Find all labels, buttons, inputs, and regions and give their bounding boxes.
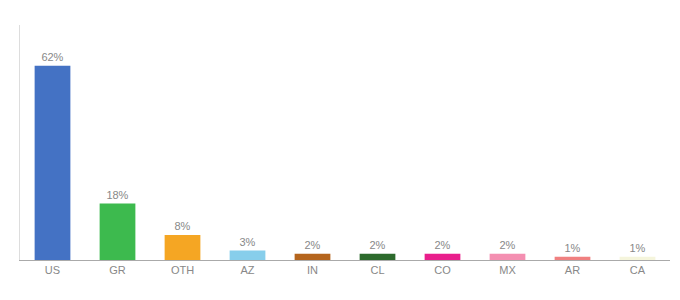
- svg-text:2%: 2%: [434, 239, 450, 251]
- svg-text:CO: CO: [434, 264, 451, 276]
- svg-text:62%: 62%: [41, 51, 63, 63]
- svg-text:AZ: AZ: [240, 264, 254, 276]
- svg-text:1%: 1%: [564, 242, 580, 254]
- svg-text:MX: MX: [499, 264, 516, 276]
- svg-text:OTH: OTH: [171, 264, 194, 276]
- svg-text:AR: AR: [565, 264, 580, 276]
- svg-text:18%: 18%: [106, 189, 128, 201]
- svg-text:IN: IN: [307, 264, 318, 276]
- svg-text:2%: 2%: [499, 239, 515, 251]
- svg-text:CA: CA: [630, 264, 646, 276]
- svg-text:8%: 8%: [174, 220, 190, 232]
- svg-text:US: US: [45, 264, 60, 276]
- svg-text:2%: 2%: [369, 239, 385, 251]
- svg-text:2%: 2%: [304, 239, 320, 251]
- svg-text:3%: 3%: [239, 236, 255, 248]
- svg-text:1%: 1%: [629, 242, 645, 254]
- svg-text:GR: GR: [109, 264, 126, 276]
- svg-text:CL: CL: [370, 264, 384, 276]
